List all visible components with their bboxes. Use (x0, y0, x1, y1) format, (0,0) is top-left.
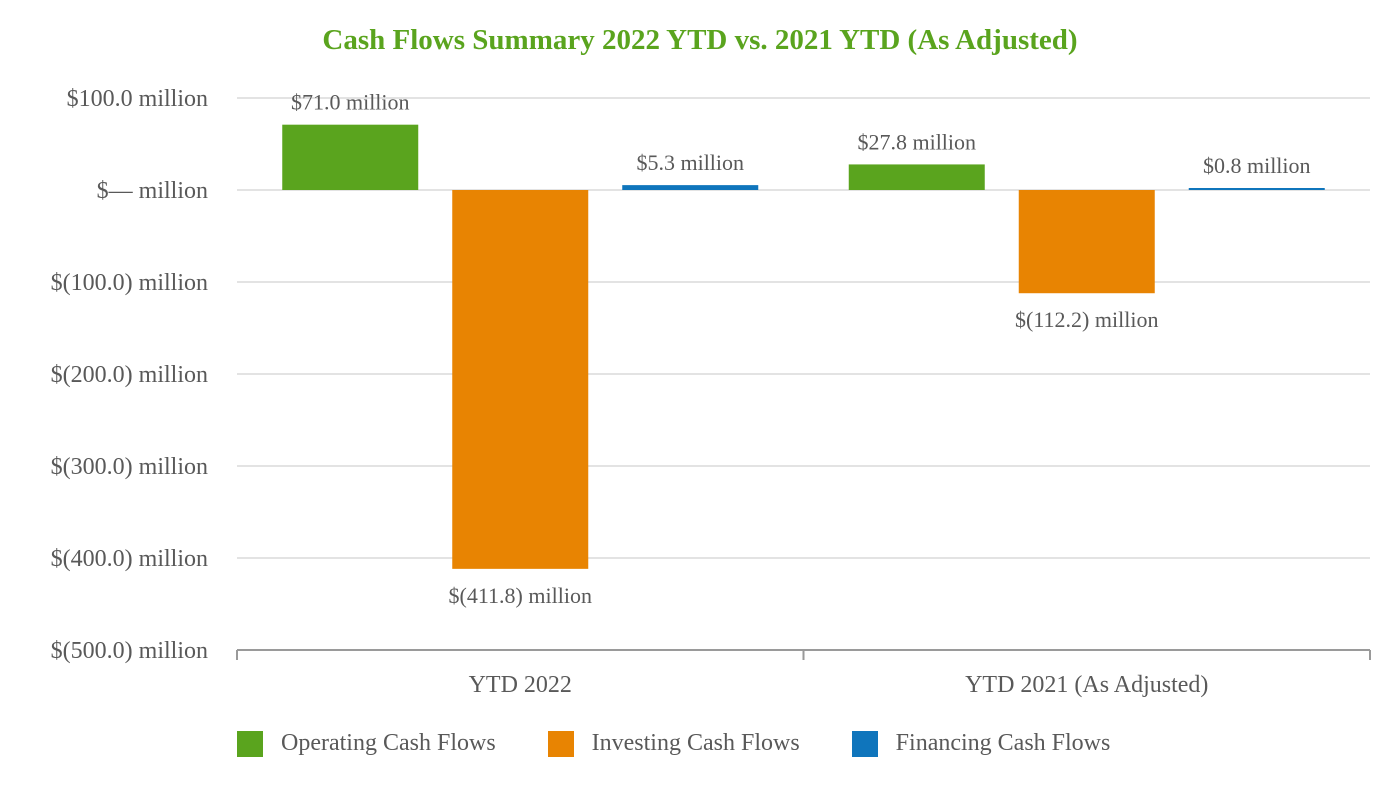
bar-0-0 (282, 124, 419, 190)
data-label: $71.0 million (291, 90, 410, 115)
data-label: $0.8 million (1203, 153, 1311, 178)
axes: $100.0 million $— million $(100.0) million… (51, 86, 1371, 698)
legend-item-financing: Financing Cash Flows (851, 730, 1111, 757)
y-tick-label: $(100.0) million (51, 270, 208, 296)
data-labels: $71.0 million $27.8 million $(411.8) milli… (291, 90, 1311, 608)
y-tick-label: $(300.0) million (51, 454, 208, 480)
bar-1-1 (1018, 190, 1155, 294)
y-tick-label: $100.0 million (67, 86, 208, 112)
data-label: $5.3 million (636, 150, 744, 175)
legend-swatch-investing (547, 730, 574, 757)
legend-item-investing: Investing Cash Flows (547, 730, 800, 757)
legend-label-investing: Investing Cash Flows (591, 730, 800, 756)
bar-0-1 (848, 164, 985, 190)
legend-label-financing: Financing Cash Flows (895, 730, 1111, 756)
chart-title: Cash Flows Summary 2022 YTD vs. 2021 YTD… (322, 24, 1078, 56)
data-label: $(112.2) million (1015, 307, 1158, 332)
x-tick-label: YTD 2022 (469, 672, 572, 698)
data-label: $27.8 million (857, 129, 976, 154)
y-tick-label: $(200.0) million (51, 362, 208, 388)
gridlines (237, 97, 1370, 559)
legend: Operating Cash Flows Investing Cash Flow… (237, 730, 1162, 757)
x-tick-label: YTD 2021 (As Adjusted) (965, 672, 1208, 698)
legend-label-operating: Operating Cash Flows (281, 730, 496, 756)
legend-swatch-operating (237, 730, 263, 757)
legend-swatch-financing (851, 730, 878, 757)
bars (282, 124, 1325, 569)
bar-2-0 (622, 185, 759, 190)
y-tick-label: $— million (97, 178, 208, 204)
bar-2-1 (1188, 188, 1325, 190)
data-label: $(411.8) million (449, 583, 592, 608)
y-tick-label: $(500.0) million (51, 638, 208, 664)
bar-1-0 (452, 190, 589, 569)
y-tick-label: $(400.0) million (51, 546, 208, 572)
legend-item-operating: Operating Cash Flows (237, 730, 496, 757)
